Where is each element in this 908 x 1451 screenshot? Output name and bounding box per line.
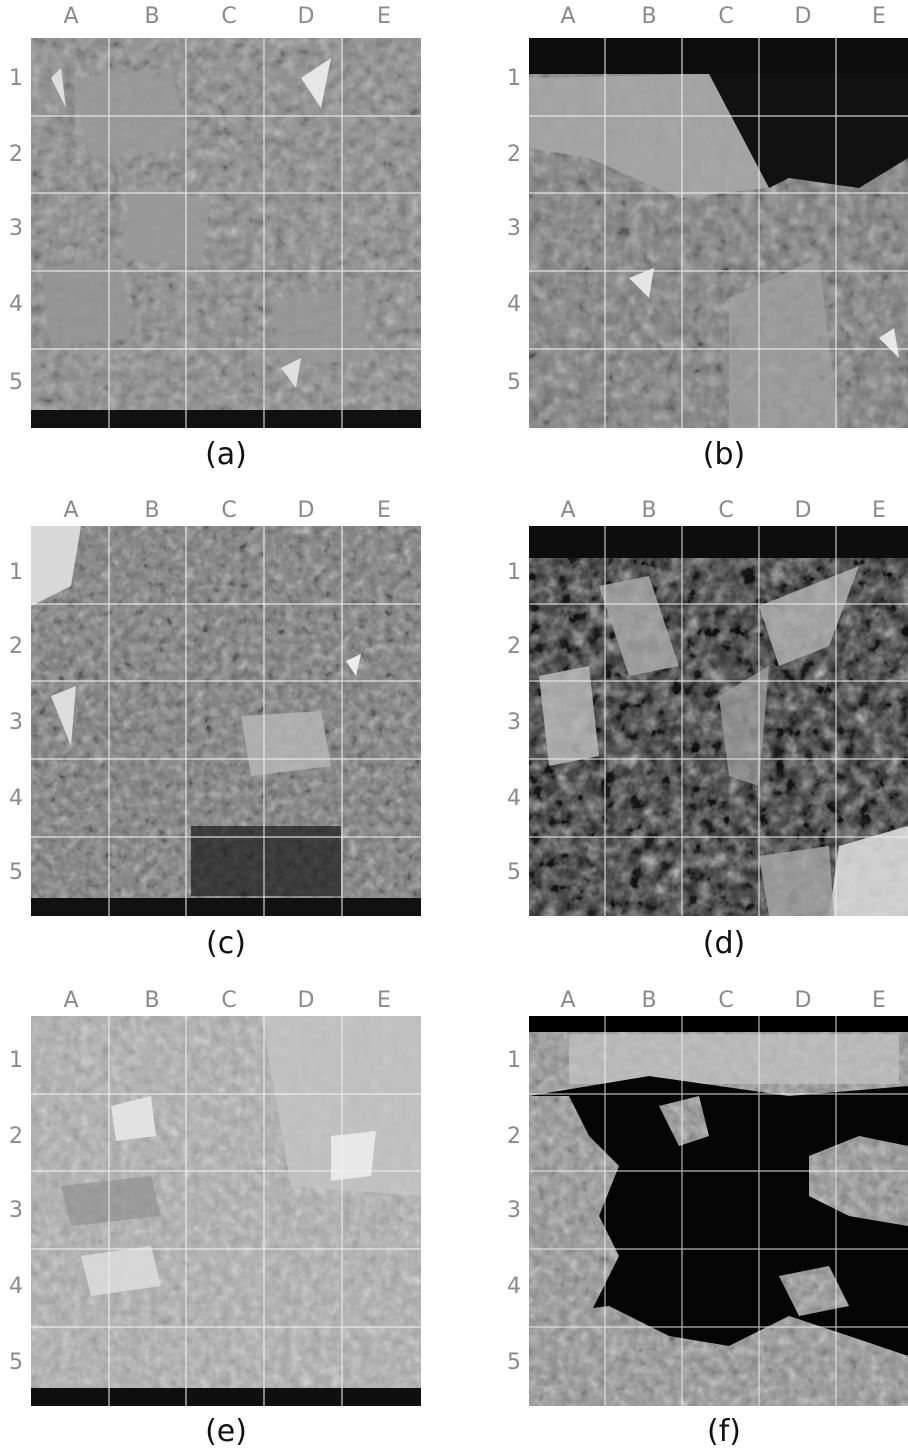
column-label: B xyxy=(641,498,657,523)
row-label: 2 xyxy=(507,634,521,659)
row-label: 2 xyxy=(507,142,521,167)
micrograph-image xyxy=(31,526,421,916)
column-label: C xyxy=(718,498,734,523)
row-label: 5 xyxy=(9,370,23,395)
column-label: D xyxy=(297,988,315,1013)
micrograph-image xyxy=(529,1016,908,1406)
row-label: 4 xyxy=(9,292,23,317)
column-label: E xyxy=(377,498,391,523)
micrograph-image xyxy=(529,38,908,428)
row-label: 4 xyxy=(507,292,521,317)
row-label: 1 xyxy=(507,560,521,585)
column-label: B xyxy=(144,988,160,1013)
row-label: 4 xyxy=(9,1274,23,1299)
panel-caption: (d) xyxy=(702,926,746,961)
row-label: 5 xyxy=(507,370,521,395)
column-label: C xyxy=(718,4,734,29)
column-label: A xyxy=(63,988,79,1013)
micrograph-image xyxy=(31,38,421,428)
panel-e: A B C D E 1 2 3 4 5 xyxy=(0,980,440,1451)
column-label: A xyxy=(560,498,576,523)
row-label: 4 xyxy=(9,786,23,811)
row-label: 3 xyxy=(9,1198,23,1223)
row-label: 2 xyxy=(9,1124,23,1149)
column-label: D xyxy=(794,988,812,1013)
column-label: A xyxy=(63,498,79,523)
row-label: 3 xyxy=(9,216,23,241)
row-label: 2 xyxy=(507,1124,521,1149)
micrograph-image xyxy=(529,526,908,916)
column-label: E xyxy=(377,4,391,29)
column-label: D xyxy=(794,4,812,29)
row-label: 5 xyxy=(507,1350,521,1375)
row-label: 5 xyxy=(9,1350,23,1375)
column-label: C xyxy=(718,988,734,1013)
panel-c: A B C D E 1 2 3 4 5 xyxy=(0,490,440,970)
micrograph-image xyxy=(31,1016,421,1406)
row-label: 1 xyxy=(507,66,521,91)
panel-caption: (e) xyxy=(205,1414,247,1449)
column-label: B xyxy=(641,988,657,1013)
column-label: B xyxy=(144,498,160,523)
column-label: B xyxy=(641,4,657,29)
row-label: 1 xyxy=(9,1048,23,1073)
panel-f: A B C D E 1 2 3 4 5 xyxy=(498,980,908,1451)
row-label: 5 xyxy=(507,860,521,885)
column-label: E xyxy=(872,4,886,29)
row-label: 5 xyxy=(9,860,23,885)
panel-caption: (a) xyxy=(205,437,247,472)
row-label: 3 xyxy=(9,710,23,735)
row-label: 3 xyxy=(507,710,521,735)
column-label: A xyxy=(560,4,576,29)
panel-b: A B C D E 1 2 3 4 5 xyxy=(498,0,908,480)
panel-caption: (f) xyxy=(707,1414,741,1449)
panel-a: A B C D E 1 2 3 4 5 xyxy=(0,0,440,480)
column-label: E xyxy=(872,498,886,523)
row-label: 1 xyxy=(9,66,23,91)
row-label: 2 xyxy=(9,634,23,659)
panel-caption: (c) xyxy=(206,926,246,961)
column-label: E xyxy=(377,988,391,1013)
row-label: 1 xyxy=(507,1048,521,1073)
panel-caption: (b) xyxy=(702,437,746,472)
panel-d: A B C D E 1 2 3 4 5 xyxy=(498,490,908,970)
column-label: C xyxy=(221,4,237,29)
column-label: C xyxy=(221,988,237,1013)
column-label: C xyxy=(221,498,237,523)
row-label: 3 xyxy=(507,216,521,241)
row-label: 3 xyxy=(507,1198,521,1223)
row-label: 4 xyxy=(507,1274,521,1299)
row-label: 1 xyxy=(9,560,23,585)
column-label: A xyxy=(560,988,576,1013)
column-label: D xyxy=(297,4,315,29)
column-label: A xyxy=(63,4,79,29)
column-label: D xyxy=(794,498,812,523)
column-label: D xyxy=(297,498,315,523)
column-label: B xyxy=(144,4,160,29)
row-label: 2 xyxy=(9,142,23,167)
column-label: E xyxy=(872,988,886,1013)
row-label: 4 xyxy=(507,786,521,811)
